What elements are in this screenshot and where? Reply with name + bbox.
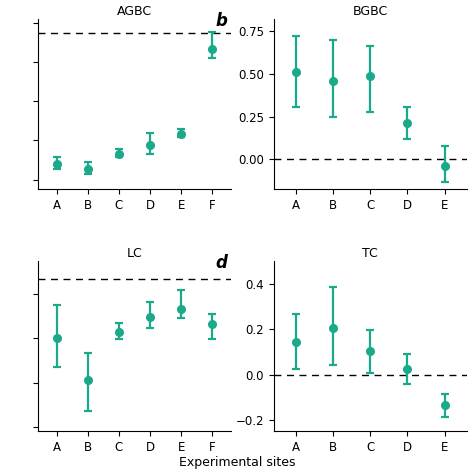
Title: AGBC: AGBC [117,5,152,18]
Title: BGBC: BGBC [353,5,388,18]
Text: d: d [216,254,228,272]
Title: LC: LC [127,247,142,260]
Text: Experimental sites: Experimental sites [179,456,295,469]
Text: b: b [216,12,228,30]
Title: TC: TC [363,247,378,260]
